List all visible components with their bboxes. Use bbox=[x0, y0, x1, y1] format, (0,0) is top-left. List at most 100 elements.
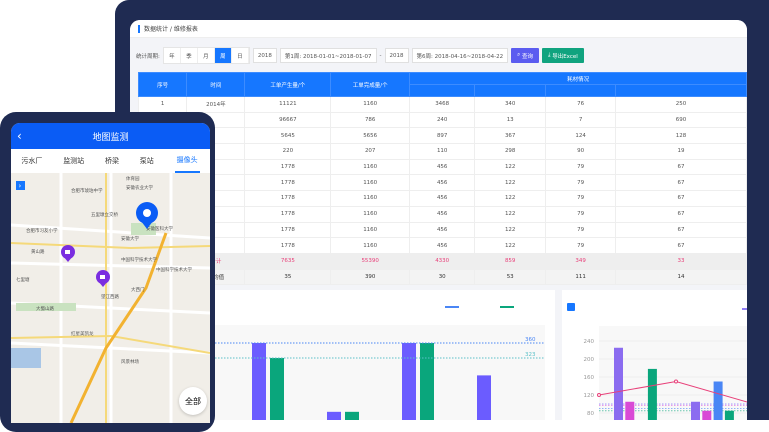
table-cell: 897 bbox=[409, 127, 476, 145]
total-row: 合计 7635 55390 4330 859 349 33 bbox=[137, 252, 747, 270]
table-row: 1 2014年 11121 1160 3468 340 76 250 bbox=[137, 96, 747, 113]
expand-panel-button[interactable] bbox=[16, 181, 25, 190]
y-tick-label: 200 bbox=[584, 357, 595, 363]
start-year-select[interactable]: 2018 bbox=[252, 48, 277, 63]
table-cell: 67 bbox=[615, 221, 747, 239]
table-cell: 456 bbox=[409, 158, 476, 176]
table-cell: 76 bbox=[545, 96, 617, 113]
table-cell: 79 bbox=[545, 190, 617, 207]
table-row: 1778 1160 456 122 79 67 bbox=[137, 221, 747, 239]
table-cell: 122 bbox=[474, 190, 547, 207]
table-cell: 122 bbox=[474, 221, 547, 239]
table-cell: 67 bbox=[615, 205, 747, 223]
table-cell: 79 bbox=[545, 221, 617, 239]
table-cell: 1160 bbox=[330, 221, 411, 239]
table-cell: 111 bbox=[545, 268, 617, 286]
period-option[interactable]: 季 bbox=[181, 48, 198, 63]
table-cell: 122 bbox=[474, 205, 547, 223]
tab-4[interactable]: 摄像头 bbox=[174, 149, 200, 173]
table-cell: 1160 bbox=[330, 237, 411, 254]
table-cell: 67 bbox=[615, 158, 747, 176]
map-label: 安徽农业大学 bbox=[126, 184, 153, 191]
period-selector[interactable]: 年季月周日 bbox=[162, 47, 250, 64]
query-label: 查询 bbox=[521, 53, 533, 60]
bar bbox=[345, 411, 359, 420]
reference-label: 323 bbox=[525, 352, 536, 358]
col-header: 工单产生量/个 bbox=[244, 72, 332, 97]
bar bbox=[420, 343, 434, 420]
bar bbox=[625, 401, 635, 420]
period-option[interactable]: 日 bbox=[232, 48, 249, 63]
bar bbox=[614, 347, 623, 420]
y-tick-label: 240 bbox=[584, 339, 595, 345]
table-cell: 55390 bbox=[330, 252, 411, 270]
line-point bbox=[674, 379, 678, 384]
table-row: 220 207 110 298 90 19 bbox=[137, 143, 747, 160]
table-cell: 122 bbox=[474, 174, 547, 192]
tab-1[interactable]: 监测站 bbox=[63, 157, 85, 165]
col-header: 序号 bbox=[137, 72, 188, 97]
table-cell: 13 bbox=[474, 111, 547, 129]
table-cell: 1778 bbox=[244, 221, 332, 239]
location-pin-icon[interactable] bbox=[136, 202, 158, 229]
table-cell: 456 bbox=[409, 237, 476, 254]
col-header: 耗材情况 bbox=[409, 72, 747, 85]
table-cell: 11121 bbox=[244, 96, 332, 113]
report-screen: 数据统计 / 维修报表 统计周期: 年季月周日 2018 第1周: 2018-0… bbox=[130, 20, 747, 420]
bar bbox=[252, 343, 266, 420]
table-cell: 456 bbox=[409, 174, 476, 192]
map-label: 望江西路 bbox=[101, 293, 119, 300]
table-cell: 220 bbox=[244, 143, 332, 160]
map-label: 红星美凯龙 bbox=[71, 330, 94, 337]
tab-3[interactable]: 泵站 bbox=[139, 157, 154, 165]
average-row: 平均值 35 390 30 53 111 14 bbox=[137, 268, 747, 286]
bar bbox=[702, 410, 712, 420]
map-label: 大西门 bbox=[131, 286, 145, 293]
breadcrumb: 数据统计 / 维修报表 bbox=[130, 20, 747, 38]
map-label: 黄山路 bbox=[31, 248, 45, 255]
period-option[interactable]: 周 bbox=[214, 48, 232, 63]
table-cell: 53 bbox=[474, 268, 547, 286]
query-button[interactable]: ⌕ 查询 bbox=[511, 48, 539, 63]
table-cell: 390 bbox=[330, 268, 411, 286]
combo-chart: 2402001601208040 bbox=[567, 303, 747, 420]
legend-swatch bbox=[445, 306, 459, 308]
table-cell: 1778 bbox=[244, 190, 332, 207]
table-row: 96667 786 240 13 7 690 bbox=[137, 111, 747, 129]
back-icon[interactable]: ‹ bbox=[17, 129, 22, 143]
bar bbox=[647, 368, 657, 420]
search-icon: ⌕ bbox=[517, 52, 522, 58]
export-label: 导出Excel bbox=[552, 53, 578, 60]
y-tick-label: 80 bbox=[587, 411, 594, 417]
camera-marker-icon[interactable] bbox=[96, 270, 110, 287]
bar bbox=[713, 381, 723, 420]
table-cell: 79 bbox=[545, 174, 617, 192]
category-tabs: 污水厂 监测站 桥梁 泵站 摄像头 bbox=[11, 149, 210, 173]
map-label: 体育园 bbox=[126, 175, 140, 182]
table-cell: 2014年 bbox=[186, 96, 246, 113]
reference-label: 360 bbox=[525, 337, 536, 343]
table-cell: 122 bbox=[474, 237, 547, 254]
show-all-button[interactable]: 全部 bbox=[179, 387, 207, 415]
camera-marker-icon[interactable] bbox=[61, 245, 75, 262]
table-cell: 690 bbox=[615, 111, 747, 129]
period-option[interactable]: 年 bbox=[164, 48, 181, 63]
map-label: 大蜀山路 bbox=[36, 305, 54, 312]
end-year-select[interactable]: 2018 bbox=[384, 48, 409, 63]
table-cell: 298 bbox=[474, 143, 547, 160]
end-week-select[interactable]: 第6周: 2018-04-16~2018-04-22 bbox=[411, 48, 509, 63]
svg-text:›: › bbox=[19, 182, 22, 190]
export-excel-button[interactable]: ⤓ 导出Excel bbox=[542, 48, 584, 63]
sub-header bbox=[409, 84, 476, 97]
tab-0[interactable]: 污水厂 bbox=[21, 157, 43, 165]
legend-swatch bbox=[500, 306, 514, 308]
range-separator: - bbox=[379, 52, 382, 59]
table-cell: 14 bbox=[615, 268, 747, 286]
table-cell: 250 bbox=[615, 96, 747, 113]
period-option[interactable]: 月 bbox=[198, 48, 215, 63]
table-row: 5645 5656 897 367 124 128 bbox=[137, 127, 747, 145]
tab-2[interactable]: 桥梁 bbox=[104, 157, 119, 165]
start-week-select[interactable]: 第1周: 2018-01-01~2018-01-07 bbox=[279, 48, 377, 63]
map-label: 五里墩立交桥 bbox=[91, 211, 118, 218]
